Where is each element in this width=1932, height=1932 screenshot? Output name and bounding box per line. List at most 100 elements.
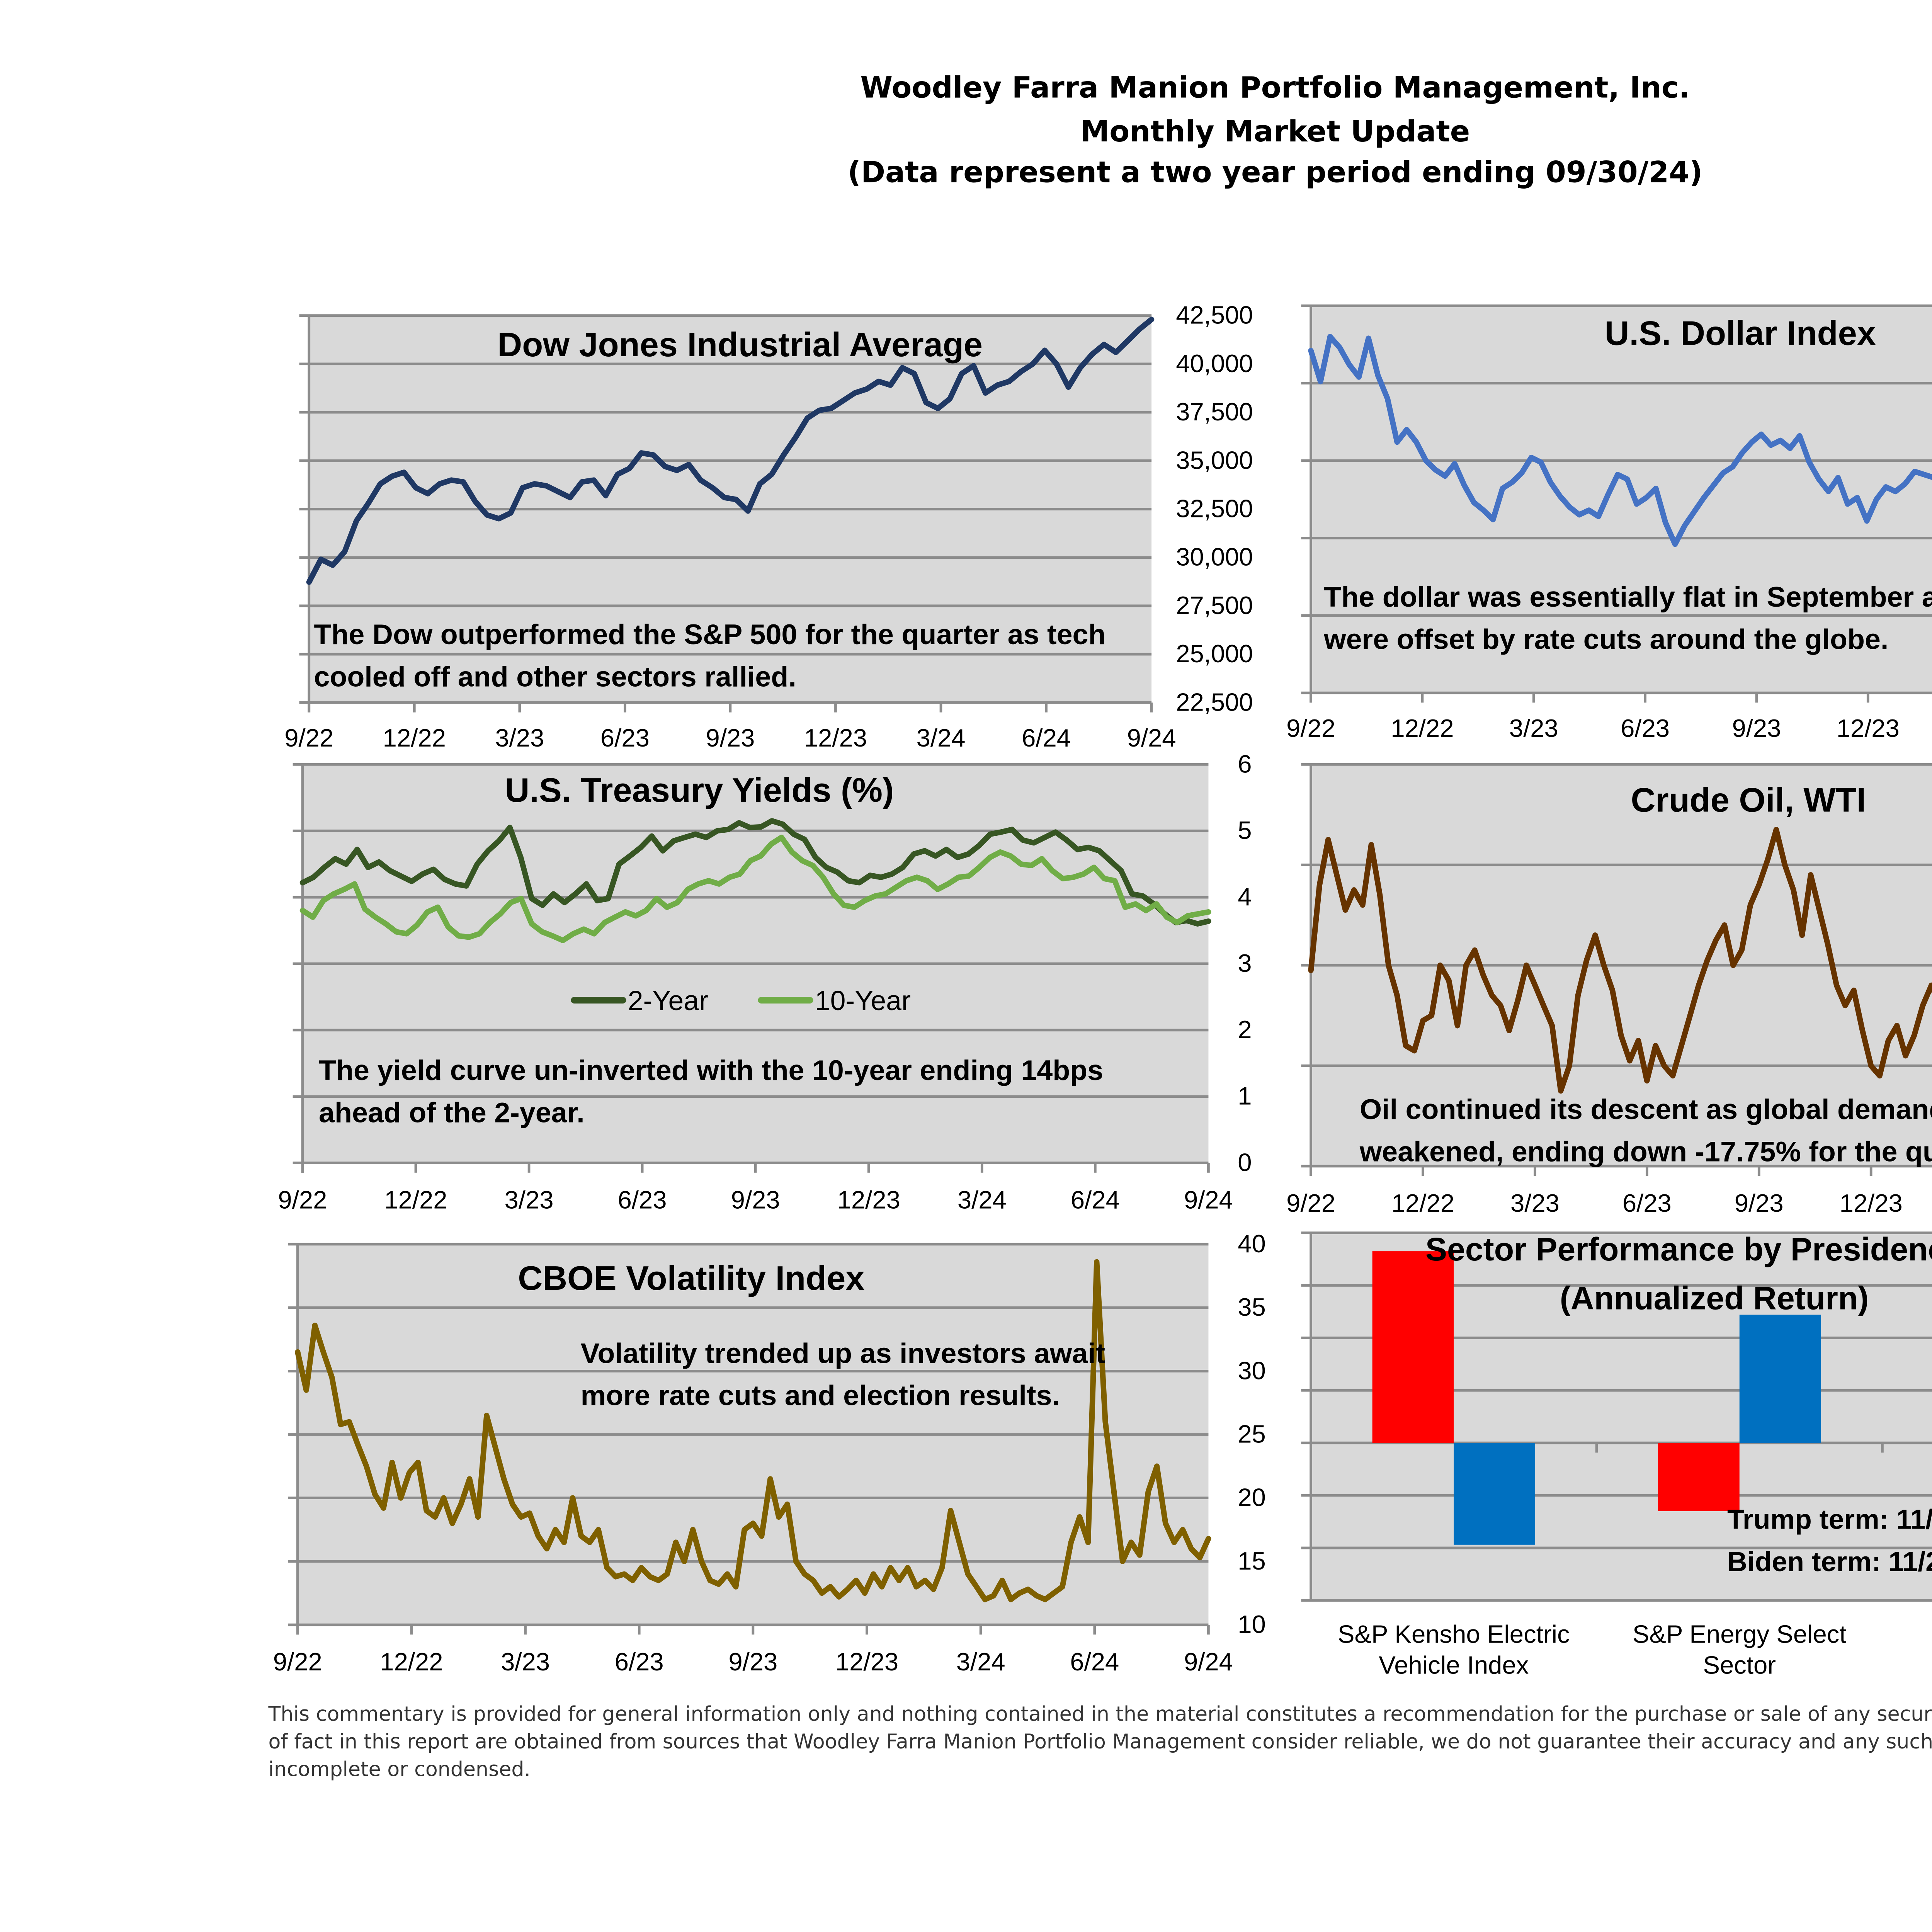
chart-annotation: more rate cuts and election results.: [581, 1379, 1060, 1412]
chart-annotation: ahead of the 2-year.: [319, 1096, 585, 1128]
x-tick-label: 9/24: [1127, 724, 1176, 752]
y-tick-label: 2: [1238, 1015, 1252, 1044]
chart-annotation: The dollar was essentially flat in Septe…: [1324, 581, 1932, 613]
treasury-yields-chart: 0 1 2 3 4 5 6 9/22 12/22 3/23 6/23 9/23 12/23 3/24 6/2…: [278, 750, 1252, 1214]
y-tick-label: 27,500: [1176, 591, 1253, 619]
y-tick-label: 25: [1238, 1420, 1266, 1448]
x-tick-label: 9/23: [1735, 1189, 1784, 1217]
x-tick-label: 12/22: [1391, 714, 1454, 742]
y-tick-label: 1: [1238, 1082, 1252, 1110]
x-tick-label: 6/23: [618, 1185, 667, 1214]
bar-biden: [1739, 1315, 1821, 1443]
chart-annotation: Volatility trended up as investors await: [581, 1337, 1105, 1369]
y-tick-label: 25,000: [1176, 639, 1253, 668]
y-tick-label: 0: [1238, 1148, 1252, 1177]
series-line-dow-jones-industrial-average: [306, 316, 1155, 585]
x-tick-label: 9/23: [731, 1185, 780, 1214]
x-tick-label: 9/23: [706, 724, 755, 752]
x-tick-label: 3/24: [956, 1648, 1005, 1676]
series-line-cboe-volatility-index: [295, 1259, 1211, 1602]
series-line-10-year: [299, 835, 1211, 943]
series-line-2-year: [299, 818, 1211, 927]
x-tick-label: 6/23: [615, 1648, 664, 1676]
report-period-note: (Data represent a two year period ending…: [847, 156, 1703, 190]
chart-title: Crude Oil, WTI: [1631, 781, 1866, 819]
y-tick-label: 42,500: [1176, 301, 1253, 329]
bar-trump: [1372, 1251, 1454, 1443]
y-tick-label: 35,000: [1176, 446, 1253, 474]
y-tick-label: 15: [1238, 1547, 1266, 1575]
y-tick-label: 37,500: [1176, 398, 1253, 426]
x-tick-label: 3/23: [495, 724, 544, 752]
x-tick-label: 12/23: [1837, 714, 1900, 742]
x-tick-label: 9/24: [1184, 1648, 1233, 1676]
chart-annotation: Oil continued its descent as global dema…: [1360, 1093, 1932, 1125]
bar-trump: [1658, 1443, 1740, 1511]
y-tick-label: 6: [1238, 750, 1252, 778]
volatility-index-chart: 10 15 20 25 30 35 40 9/22 12/22 3/23 6/23 9/23 12/23…: [273, 1230, 1266, 1676]
plot-area: [1311, 306, 1932, 693]
chart-annotation: The yield curve un-inverted with the 10-…: [319, 1054, 1103, 1086]
x-tick-label: 9/24: [1184, 1185, 1233, 1214]
chart-title: U.S. Treasury Yields (%): [505, 771, 894, 809]
chart-annotation: Trump term: 11/8/16-11/23/20: [1727, 1504, 1932, 1535]
x-tick-label: 9/22: [278, 1185, 327, 1214]
x-tick-label: 6/23: [1622, 1189, 1672, 1217]
x-tick-label: 9/22: [1286, 714, 1335, 742]
x-tick-label: 6/23: [1621, 714, 1670, 742]
legend-label: 2-Year: [628, 985, 708, 1016]
x-tick-label: 12/23: [1840, 1189, 1903, 1217]
legend-label: 10-Year: [815, 985, 911, 1016]
x-tick-label: 12/23: [837, 1185, 900, 1214]
x-tick-label: 9/23: [1732, 714, 1781, 742]
chart-title: Sector Performance by Presidency: [1425, 1231, 1932, 1267]
y-tick-label: 22,500: [1176, 688, 1253, 716]
category-label: Sector: [1703, 1651, 1776, 1679]
x-tick-label: 12/22: [384, 1185, 447, 1214]
category-label: S&P Kensho Electric: [1338, 1620, 1570, 1648]
crude-oil-chart: 607080901009/2212/223/236/239/2312/233/2…: [1286, 763, 1932, 1217]
x-tick-label: 12/22: [1391, 1189, 1454, 1217]
x-tick-label: 12/22: [380, 1648, 443, 1676]
report-company-title: Woodley Farra Manion Portfolio Managemen…: [860, 71, 1690, 106]
x-tick-label: 6/24: [1070, 1648, 1119, 1676]
x-tick-label: 9/22: [284, 724, 333, 752]
x-tick-label: 6/23: [600, 724, 650, 752]
x-tick-label: 9/22: [1286, 1189, 1335, 1217]
x-tick-label: 12/23: [804, 724, 867, 752]
chart-annotation: were offset by rate cuts around the glob…: [1323, 623, 1888, 655]
x-tick-label: 9/23: [728, 1648, 777, 1676]
x-tick-label: 3/24: [917, 724, 966, 752]
chart-title: CBOE Volatility Index: [518, 1259, 864, 1297]
y-tick-label: 32,500: [1176, 495, 1253, 523]
x-tick-label: 6/24: [1071, 1185, 1120, 1214]
y-tick-label: 30: [1238, 1356, 1266, 1384]
x-tick-label: 3/24: [957, 1185, 1007, 1214]
chart-annotation: weakened, ending down -17.75% for the qu…: [1359, 1135, 1932, 1167]
series-line-u-s-dollar-index: [1308, 334, 1932, 547]
chart-title: U.S. Dollar Index: [1605, 314, 1876, 352]
x-tick-label: 3/23: [505, 1185, 554, 1214]
x-tick-label: 3/23: [501, 1648, 550, 1676]
y-tick-label: 5: [1238, 816, 1252, 844]
dow-jones-chart: 22,500 25,000 27,500 30,000 32,500 35,000 37,5…: [284, 301, 1253, 752]
report-subtitle: Monthly Market Update: [1080, 115, 1470, 150]
dollar-index-chart: 90951001051101159/2212/223/236/239/2312/…: [1286, 304, 1932, 742]
y-tick-label: 3: [1238, 949, 1252, 977]
category-label: S&P Energy Select: [1633, 1620, 1847, 1648]
x-tick-label: 12/22: [383, 724, 446, 752]
y-tick-label: 4: [1238, 883, 1252, 911]
y-tick-label: 10: [1238, 1610, 1266, 1638]
x-tick-label: 3/23: [1510, 1189, 1560, 1217]
y-tick-label: 35: [1238, 1293, 1266, 1321]
bar-biden: [1454, 1443, 1536, 1545]
chart-annotation: Biden term: 11/23/20-9/30/24: [1727, 1546, 1932, 1577]
x-tick-label: 3/23: [1509, 714, 1558, 742]
chart-subtitle: (Annualized Return): [1560, 1280, 1869, 1316]
y-tick-label: 20: [1238, 1483, 1266, 1512]
x-tick-label: 9/22: [273, 1648, 322, 1676]
y-tick-label: 40: [1238, 1230, 1266, 1258]
series-line-crude-oil-wti: [1308, 827, 1932, 1094]
x-tick-label: 6/24: [1022, 724, 1071, 752]
